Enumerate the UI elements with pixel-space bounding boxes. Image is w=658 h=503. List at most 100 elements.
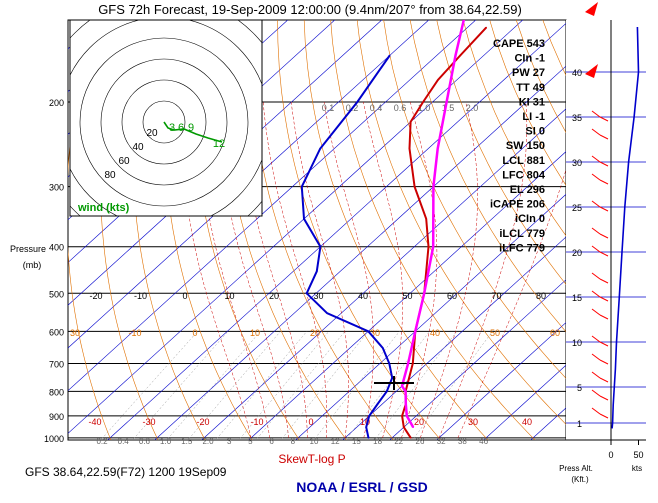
wind-barb-feather — [591, 335, 601, 343]
wind-barb — [599, 395, 609, 401]
moist-adiabat-line — [419, 101, 478, 438]
hodograph-ring — [121, 79, 207, 165]
dry-adiabat-line — [250, 20, 394, 440]
upper-temp-tick-label: 10 — [224, 291, 234, 301]
dewpoint-point — [305, 292, 308, 295]
dry-adiabat-line — [383, 20, 566, 379]
upper-temp-tick-label: 70 — [491, 291, 501, 301]
mixing-ratio-bottom-label: 6 — [269, 437, 274, 446]
hodograph-ring — [100, 58, 228, 186]
pressure-tick-label: 700 — [49, 359, 64, 369]
parcel-point — [445, 101, 448, 103]
isotherm-line — [68, 20, 429, 349]
dry-adiabat-label: 30 — [370, 328, 380, 338]
parcel-profile — [400, 20, 466, 428]
wind-barb — [599, 161, 609, 167]
temperature-point — [401, 415, 403, 417]
mixing-ratio-bottom-label: 8 — [291, 437, 296, 446]
pressure-axis-label: Pressure — [10, 244, 46, 254]
wind-barb — [599, 359, 609, 365]
altitude-tick-label: 40 — [572, 68, 582, 78]
hodograph-title: wind (kts) — [77, 202, 130, 214]
mixing-ratio-bottom-label: 0.4 — [118, 437, 130, 446]
dry-adiabat-label: 10 — [250, 328, 260, 338]
wind-barb — [599, 233, 609, 239]
mixing-ratio-line — [238, 331, 330, 440]
upper-temp-tick-label: -20 — [89, 291, 102, 301]
moist-adiabat-line — [457, 168, 566, 438]
mixing-ratio-bottom-label: 32 — [437, 437, 446, 446]
wind-barb-feather — [591, 227, 601, 235]
altitude-tick-label: 15 — [572, 293, 582, 303]
mixing-ratio-top-label: 0.6 — [394, 103, 407, 113]
wind-barb-feather — [591, 155, 601, 163]
isotherm-line — [248, 151, 566, 440]
hodograph-height-label: 3 — [169, 122, 175, 134]
mixing-ratio-top-label: 0.4 — [370, 103, 383, 113]
parcel-point — [454, 54, 457, 57]
wind-barb — [599, 377, 609, 383]
mixing-ratio-bottom-label: 3 — [227, 437, 232, 446]
pressure-tick-label: 300 — [49, 183, 64, 193]
altitude-tick-label: 30 — [572, 158, 582, 168]
index-value: iCAPE 206 — [490, 199, 545, 211]
wind-barb-feather — [591, 128, 601, 136]
index-value: iLCL 779 — [499, 228, 545, 240]
wind-barb-feather — [591, 389, 601, 397]
hodograph-ring-label: 40 — [132, 142, 144, 153]
dewpoint-point — [303, 218, 305, 220]
temperature-point — [485, 26, 487, 29]
altitude-tick-label: 25 — [572, 203, 582, 213]
lower-temp-tick-label: 10 — [360, 417, 370, 427]
wind-barb — [599, 413, 609, 419]
index-value: iLFC 779 — [499, 242, 545, 254]
wind-barb — [599, 179, 609, 185]
parcel-point — [436, 147, 439, 150]
index-value: SI 0 — [525, 126, 545, 138]
mixing-ratio-line — [255, 331, 346, 440]
moist-adiabat-line — [438, 101, 528, 438]
wind-barb-feather — [591, 371, 601, 379]
wind-barb — [599, 341, 609, 347]
upper-temp-tick-label: 20 — [269, 291, 279, 301]
index-value: KI 31 — [519, 96, 545, 108]
temperature-point — [422, 101, 424, 103]
temperature-point — [409, 121, 412, 123]
mixing-ratio-bottom-label: 0.2 — [96, 437, 108, 446]
pressure-axis-unit: (mb) — [23, 260, 42, 270]
lower-temp-tick-label: 0 — [308, 417, 313, 427]
wind-barb-feather — [591, 173, 601, 181]
dewpoint-point — [316, 270, 318, 273]
dry-adiabat-line — [462, 20, 566, 237]
hodograph-ring-label: 60 — [118, 156, 130, 167]
org-label: NOAA / ESRL / GSD — [296, 479, 427, 495]
index-value: EL 296 — [510, 184, 545, 196]
mixing-ratio-line — [100, 331, 198, 440]
dewpoint-point — [376, 403, 379, 405]
mixing-ratio-line — [215, 331, 308, 440]
parcel-point — [432, 245, 434, 248]
hodograph-height-label: 12 — [213, 138, 225, 150]
lower-temp-tick-label: 30 — [468, 417, 478, 427]
dewpoint-point — [386, 390, 388, 393]
wind-barb — [599, 116, 609, 122]
dry-adiabat-line — [330, 20, 536, 440]
lower-temp-tick-label: 20 — [414, 417, 424, 427]
temperature-point — [459, 54, 462, 57]
dry-adiabat-label: 30 — [70, 328, 80, 338]
pressure-tick-label: 1000 — [44, 434, 64, 444]
mixing-ratio-line — [187, 331, 281, 440]
index-value: TT 49 — [516, 82, 545, 94]
dewpoint-point — [319, 245, 322, 248]
pressure-tick-label: 900 — [49, 412, 64, 422]
wind-barb-feather — [591, 200, 601, 208]
dry-adiabat-label: -10 — [128, 328, 141, 338]
mixing-ratio-top-label: 0.1 — [322, 103, 335, 113]
mixing-ratio-bottom-label: 0.6 — [139, 437, 151, 446]
dry-adiabat-line — [303, 20, 489, 440]
wind-speed-profile — [611, 26, 640, 429]
parcel-point — [405, 415, 408, 417]
pressure-tick-label: 500 — [49, 289, 64, 299]
mixing-ratio-line — [132, 331, 229, 440]
dry-adiabat-line — [645, 12, 658, 448]
